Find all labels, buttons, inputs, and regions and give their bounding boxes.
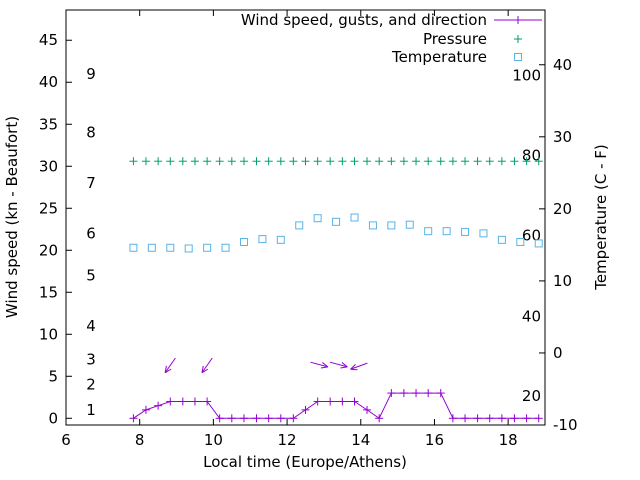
svg-text:8: 8 bbox=[86, 124, 96, 142]
legend-markers bbox=[494, 16, 542, 61]
svg-text:18: 18 bbox=[499, 431, 518, 449]
svg-text:10: 10 bbox=[553, 272, 572, 290]
x-axis: 6 8 10 12 14 16 18 bbox=[61, 10, 518, 449]
wind-speed-series bbox=[129, 389, 543, 423]
y-axis-right-title: Temperature (C - F) bbox=[592, 144, 610, 291]
svg-text:40: 40 bbox=[39, 73, 58, 91]
svg-text:80: 80 bbox=[522, 147, 541, 165]
svg-text:5: 5 bbox=[86, 266, 96, 284]
svg-text:12: 12 bbox=[278, 431, 297, 449]
svg-text:4: 4 bbox=[86, 317, 96, 335]
plot-generated: 6 8 10 12 14 16 18051015202530354045123456789-… bbox=[39, 9, 578, 449]
svg-text:6: 6 bbox=[86, 224, 96, 242]
svg-text:6: 6 bbox=[61, 431, 71, 449]
svg-text:7: 7 bbox=[86, 174, 96, 192]
svg-text:-10: -10 bbox=[553, 416, 578, 434]
y-axis-left-title: Wind speed (kn - Beaufort) bbox=[3, 116, 21, 318]
svg-text:30: 30 bbox=[39, 157, 58, 175]
svg-text:10: 10 bbox=[204, 431, 223, 449]
svg-text:15: 15 bbox=[39, 283, 58, 301]
svg-text:16: 16 bbox=[425, 431, 444, 449]
svg-text:0: 0 bbox=[553, 344, 563, 362]
svg-text:60: 60 bbox=[522, 227, 541, 245]
svg-text:45: 45 bbox=[39, 31, 58, 49]
plot-border bbox=[65, 9, 546, 426]
svg-text:2: 2 bbox=[86, 376, 96, 394]
svg-text:14: 14 bbox=[351, 431, 370, 449]
svg-text:5: 5 bbox=[48, 367, 58, 385]
pressure-series bbox=[129, 157, 543, 166]
legend-label-wind: Wind speed, gusts, and direction bbox=[241, 11, 487, 29]
svg-text:20: 20 bbox=[39, 241, 58, 259]
svg-text:25: 25 bbox=[39, 199, 58, 217]
wind-direction-arrows bbox=[164, 357, 368, 374]
svg-text:3: 3 bbox=[86, 350, 96, 368]
legend-label-pressure: Pressure bbox=[423, 30, 487, 48]
svg-text:9: 9 bbox=[86, 65, 96, 83]
svg-text:30: 30 bbox=[553, 128, 572, 146]
legend-label-temperature: Temperature bbox=[391, 48, 487, 66]
svg-text:8: 8 bbox=[135, 431, 145, 449]
svg-text:1: 1 bbox=[86, 401, 96, 419]
svg-text:35: 35 bbox=[39, 115, 58, 133]
x-axis-title: Local time (Europe/Athens) bbox=[203, 453, 407, 471]
svg-text:20: 20 bbox=[553, 200, 572, 218]
svg-text:0: 0 bbox=[48, 409, 58, 427]
svg-text:20: 20 bbox=[522, 387, 541, 405]
temperature-series bbox=[129, 213, 543, 253]
svg-text:10: 10 bbox=[39, 325, 58, 343]
svg-text:40: 40 bbox=[553, 56, 572, 74]
legend: Wind speed, gusts, and direction Pressur… bbox=[241, 11, 487, 66]
svg-text:40: 40 bbox=[522, 307, 541, 325]
svg-text:100: 100 bbox=[512, 67, 541, 85]
